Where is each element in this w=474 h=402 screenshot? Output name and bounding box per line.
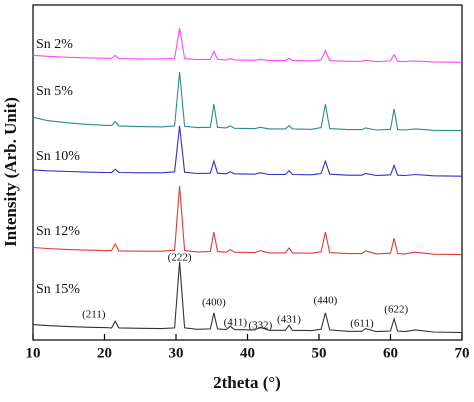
series-label: Sn 2%: [36, 37, 73, 52]
x-tick-label: 60: [383, 345, 398, 361]
x-tick-label: 40: [240, 345, 255, 361]
peak-label: (611): [350, 318, 374, 330]
peak-label: (332): [248, 320, 272, 332]
series-label: Sn 10%: [36, 149, 80, 164]
peak-label: (440): [314, 295, 338, 307]
x-tick-label: 10: [26, 345, 41, 361]
x-axis-label: 2theta (°): [213, 373, 281, 392]
series-label: Sn 5%: [36, 84, 73, 99]
peak-label: (411): [224, 317, 248, 329]
series-label: Sn 15%: [36, 282, 80, 297]
x-tick-label: 20: [97, 345, 112, 361]
xrd-line: [32, 261, 463, 334]
x-tick-label: 50: [312, 345, 327, 361]
y-axis-label: Intensity (Arb. Unit): [1, 97, 20, 247]
xrd-line: [32, 185, 463, 256]
series-label: Sn 12%: [36, 224, 80, 239]
x-tick-label: 30: [169, 345, 184, 361]
xrd-line: [32, 71, 463, 132]
peak-label: (222): [168, 252, 192, 264]
peak-label: (431): [277, 314, 301, 326]
xrd-line: [32, 28, 463, 63]
peak-label: (211): [82, 309, 106, 321]
x-tick-label: 70: [455, 345, 470, 361]
peak-label: (622): [384, 304, 408, 316]
xrd-line: [32, 125, 463, 177]
peak-label: (400): [202, 297, 226, 309]
